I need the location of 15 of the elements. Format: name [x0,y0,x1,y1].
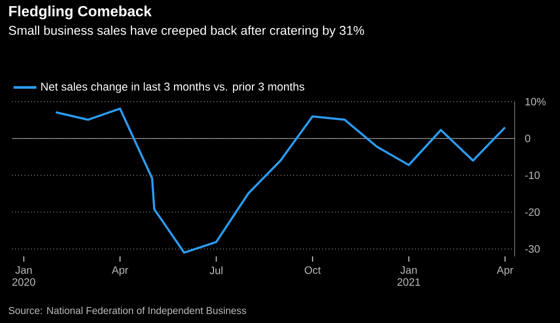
x-tick-label: Jul [210,266,222,274]
y-tick-label: 10% [526,98,546,106]
x-tick-label: Apr [496,266,514,276]
x-tick-label: Oct [304,266,321,274]
legend-label: Net sales change in last 3 months vs. prior 3 months [41,82,304,93]
y-tick-label: -30 [525,245,540,253]
y-tick-label: -20 [525,208,540,216]
y-tick-label: -10 [525,172,540,180]
source-note: Source: National Federation of Independent Business [8,306,246,316]
chart-title: Fledgling Comeback [9,6,152,20]
y-tick-label: 0 [525,134,530,142]
x-tick-label: Apr [112,266,128,276]
x-tick-label: Jan 2020 [12,266,36,286]
x-tick-label: Jan 2021 [397,266,420,286]
chart-subtitle: Small business sales have creeped back after cratering by 31% [8,26,364,38]
